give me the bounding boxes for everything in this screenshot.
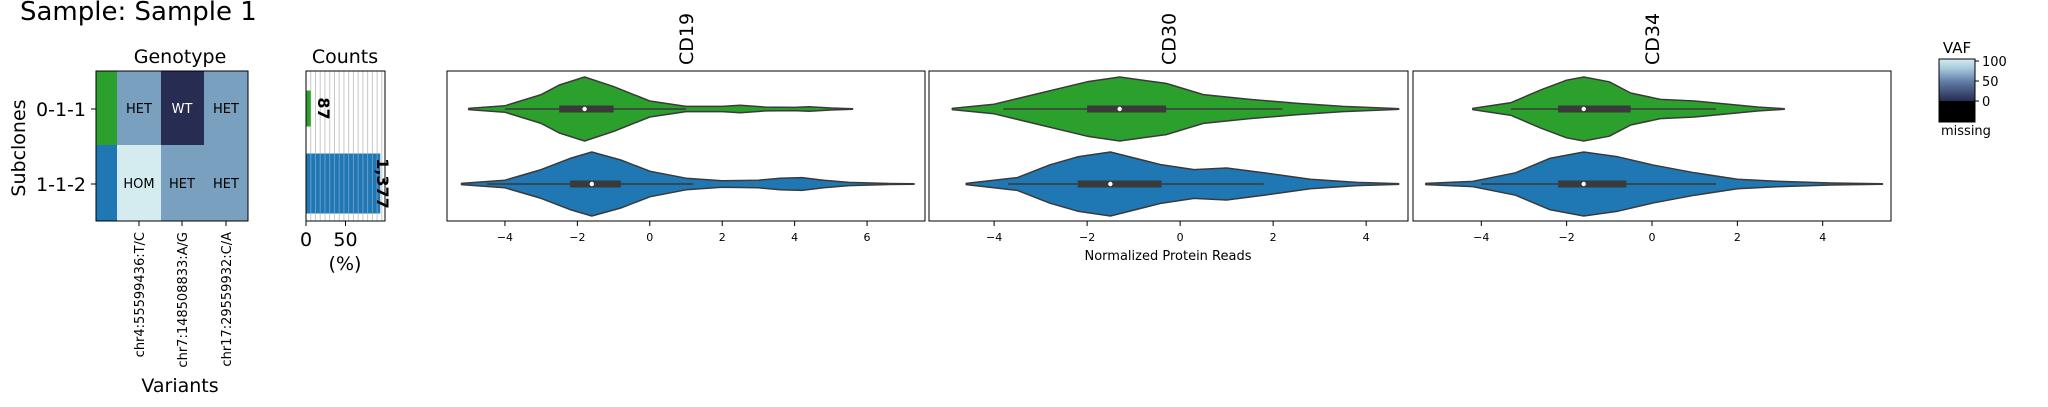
vaf-tick-label-50: 50 (1982, 75, 1999, 90)
violin-title-CD19: CD19 (676, 13, 698, 65)
vaf-tick-label-100: 100 (1982, 55, 2007, 70)
clone-strip-1 (96, 145, 117, 221)
genotype-cell-label-0-2: HET (213, 102, 239, 117)
genotype-title: Genotype (134, 46, 227, 68)
violin-median (1581, 106, 1586, 112)
violin-median (1581, 181, 1586, 187)
violin-xtick-label: −2 (569, 231, 585, 244)
violin-xtick-label: 4 (1819, 231, 1826, 244)
violin-xtick-label: −4 (986, 231, 1002, 244)
count-label-0: 87 (314, 97, 333, 119)
violin-median (582, 106, 587, 112)
figure-title: Sample: Sample 1 (20, 0, 257, 27)
violin-xtick-label: −2 (1079, 231, 1095, 244)
variant-label-2: chr17:29559932:C/A (220, 232, 235, 367)
genotype-cell-label-0-0: HET (126, 102, 152, 117)
clone-strip-0 (96, 71, 117, 145)
row-label-0: 0-1-1 (36, 99, 86, 121)
counts-axis-label: (%) (329, 253, 362, 275)
vaf-title: VAF (1943, 39, 1971, 57)
vaf-colorbar: VAF 100 50 0 missing (1938, 39, 2007, 139)
count-label-1: 1,377 (373, 158, 392, 209)
violin-xtick-label: 0 (1177, 231, 1184, 244)
vaf-gradient (1939, 59, 1975, 101)
variants-axis-label: Variants (141, 375, 218, 397)
violin-median (1108, 181, 1113, 187)
vaf-frame (1938, 58, 1976, 123)
violin-frame-CD30 (928, 70, 1409, 222)
genotype-cell-1-0 (117, 145, 161, 221)
genotype-cell-label-1-1: HET (169, 177, 195, 192)
count-bar-0 (306, 90, 311, 127)
row-label-1: 1-1-2 (36, 174, 86, 196)
genotype-cell-1-1 (161, 145, 204, 221)
genotype-frame (95, 70, 249, 222)
counts-xtick-label: 50 (333, 229, 357, 251)
genotype-cell-label-1-0: HOM (123, 177, 154, 192)
genotype-cell-0-2 (204, 71, 248, 145)
violin-xtick-label: 4 (1363, 231, 1370, 244)
violin-xtick-label: 4 (791, 231, 798, 244)
variant-label-0: chr4:55599436:T/C (133, 232, 148, 357)
genotype-cell-label-1-2: HET (213, 177, 239, 192)
violin-box (1077, 180, 1162, 188)
protein-violins: Normalized Protein Reads CD19 −4 −2 0 2 4 6 CD3… (446, 13, 1892, 264)
genotype-cell-label-0-1: WT (172, 102, 193, 117)
count-bar-1 (306, 153, 381, 214)
violin-median (589, 181, 595, 187)
violin-title-CD34: CD34 (1642, 13, 1664, 65)
violin-title-CD30: CD30 (1159, 13, 1181, 65)
violin-xtick-label: 6 (864, 231, 871, 244)
genotype-cell-1-2 (204, 145, 248, 221)
counts-chart: Counts (%) 87 1,377 0 50 (300, 46, 392, 275)
violin-xtick-label: 0 (1649, 231, 1656, 244)
violin-xtick-label: 2 (1270, 231, 1277, 244)
violin-box (1558, 105, 1631, 113)
counts-title: Counts (312, 46, 378, 68)
violin-xtick-label: −2 (1559, 231, 1575, 244)
genotype-cell-0-0 (117, 71, 161, 145)
violin-xtick-label: 0 (646, 231, 653, 244)
violin-box (1087, 105, 1167, 113)
violin-xtick-label: 2 (719, 231, 726, 244)
counts-xtick-label: 0 (300, 229, 312, 251)
violin-median (1117, 106, 1122, 112)
violin-xtick-label: 2 (1734, 231, 1741, 244)
violin-xtick-label: −4 (497, 231, 513, 244)
violin-xtick-label: −4 (1473, 231, 1489, 244)
subclones-axis-label: Subclones (8, 99, 30, 196)
vaf-missing-swatch (1939, 101, 1975, 122)
variant-label-1: chr7:148508833:A/G (176, 232, 191, 368)
protein-axis-label: Normalized Protein Reads (1085, 249, 1252, 264)
violin-box (570, 180, 621, 188)
genotype-cell-0-1 (161, 71, 204, 145)
violin-frame-CD19 (446, 70, 926, 222)
vaf-tick-label-0: 0 (1982, 95, 1990, 110)
vaf-missing-label: missing (1941, 124, 1991, 139)
genotype-heatmap: Genotype Subclones Variants HET WT HET H… (8, 46, 249, 397)
violin-box (1558, 180, 1627, 188)
